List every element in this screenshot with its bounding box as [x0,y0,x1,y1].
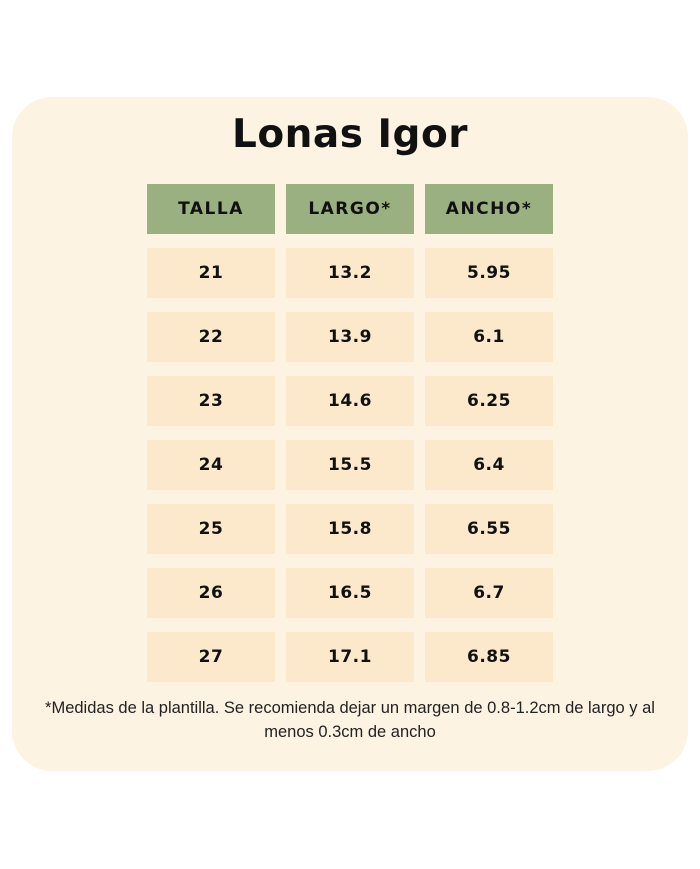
table-cell-largo: 13.9 [286,312,414,362]
table-cell-ancho: 6.55 [425,504,553,554]
table-cell-talla: 27 [147,632,275,682]
table-cell-ancho: 6.7 [425,568,553,618]
header-cell-ancho: ANCHO* [425,184,553,234]
header-cell-largo: LARGO* [286,184,414,234]
header-cell-talla: TALLA [147,184,275,234]
table-cell-talla: 22 [147,312,275,362]
table-cell-largo: 13.2 [286,248,414,298]
table-cell-talla: 21 [147,248,275,298]
table-cell-ancho: 5.95 [425,248,553,298]
table-cell-talla: 26 [147,568,275,618]
table-cell-largo: 15.5 [286,440,414,490]
chart-title: Lonas Igor [232,112,468,157]
table-cell-largo: 16.5 [286,568,414,618]
table-cell-largo: 17.1 [286,632,414,682]
table-cell-talla: 25 [147,504,275,554]
size-chart-card: Lonas Igor TALLA LARGO* ANCHO* 21 13.2 5… [12,97,688,771]
table-cell-largo: 15.8 [286,504,414,554]
table-cell-ancho: 6.4 [425,440,553,490]
table-cell-talla: 23 [147,376,275,426]
table-cell-ancho: 6.25 [425,376,553,426]
table-cell-largo: 14.6 [286,376,414,426]
table-cell-talla: 24 [147,440,275,490]
footnote: *Medidas de la plantilla. Se recomienda … [45,699,655,741]
size-table: TALLA LARGO* ANCHO* 21 13.2 5.95 22 13.9… [147,184,553,682]
table-cell-ancho: 6.1 [425,312,553,362]
table-cell-ancho: 6.85 [425,632,553,682]
